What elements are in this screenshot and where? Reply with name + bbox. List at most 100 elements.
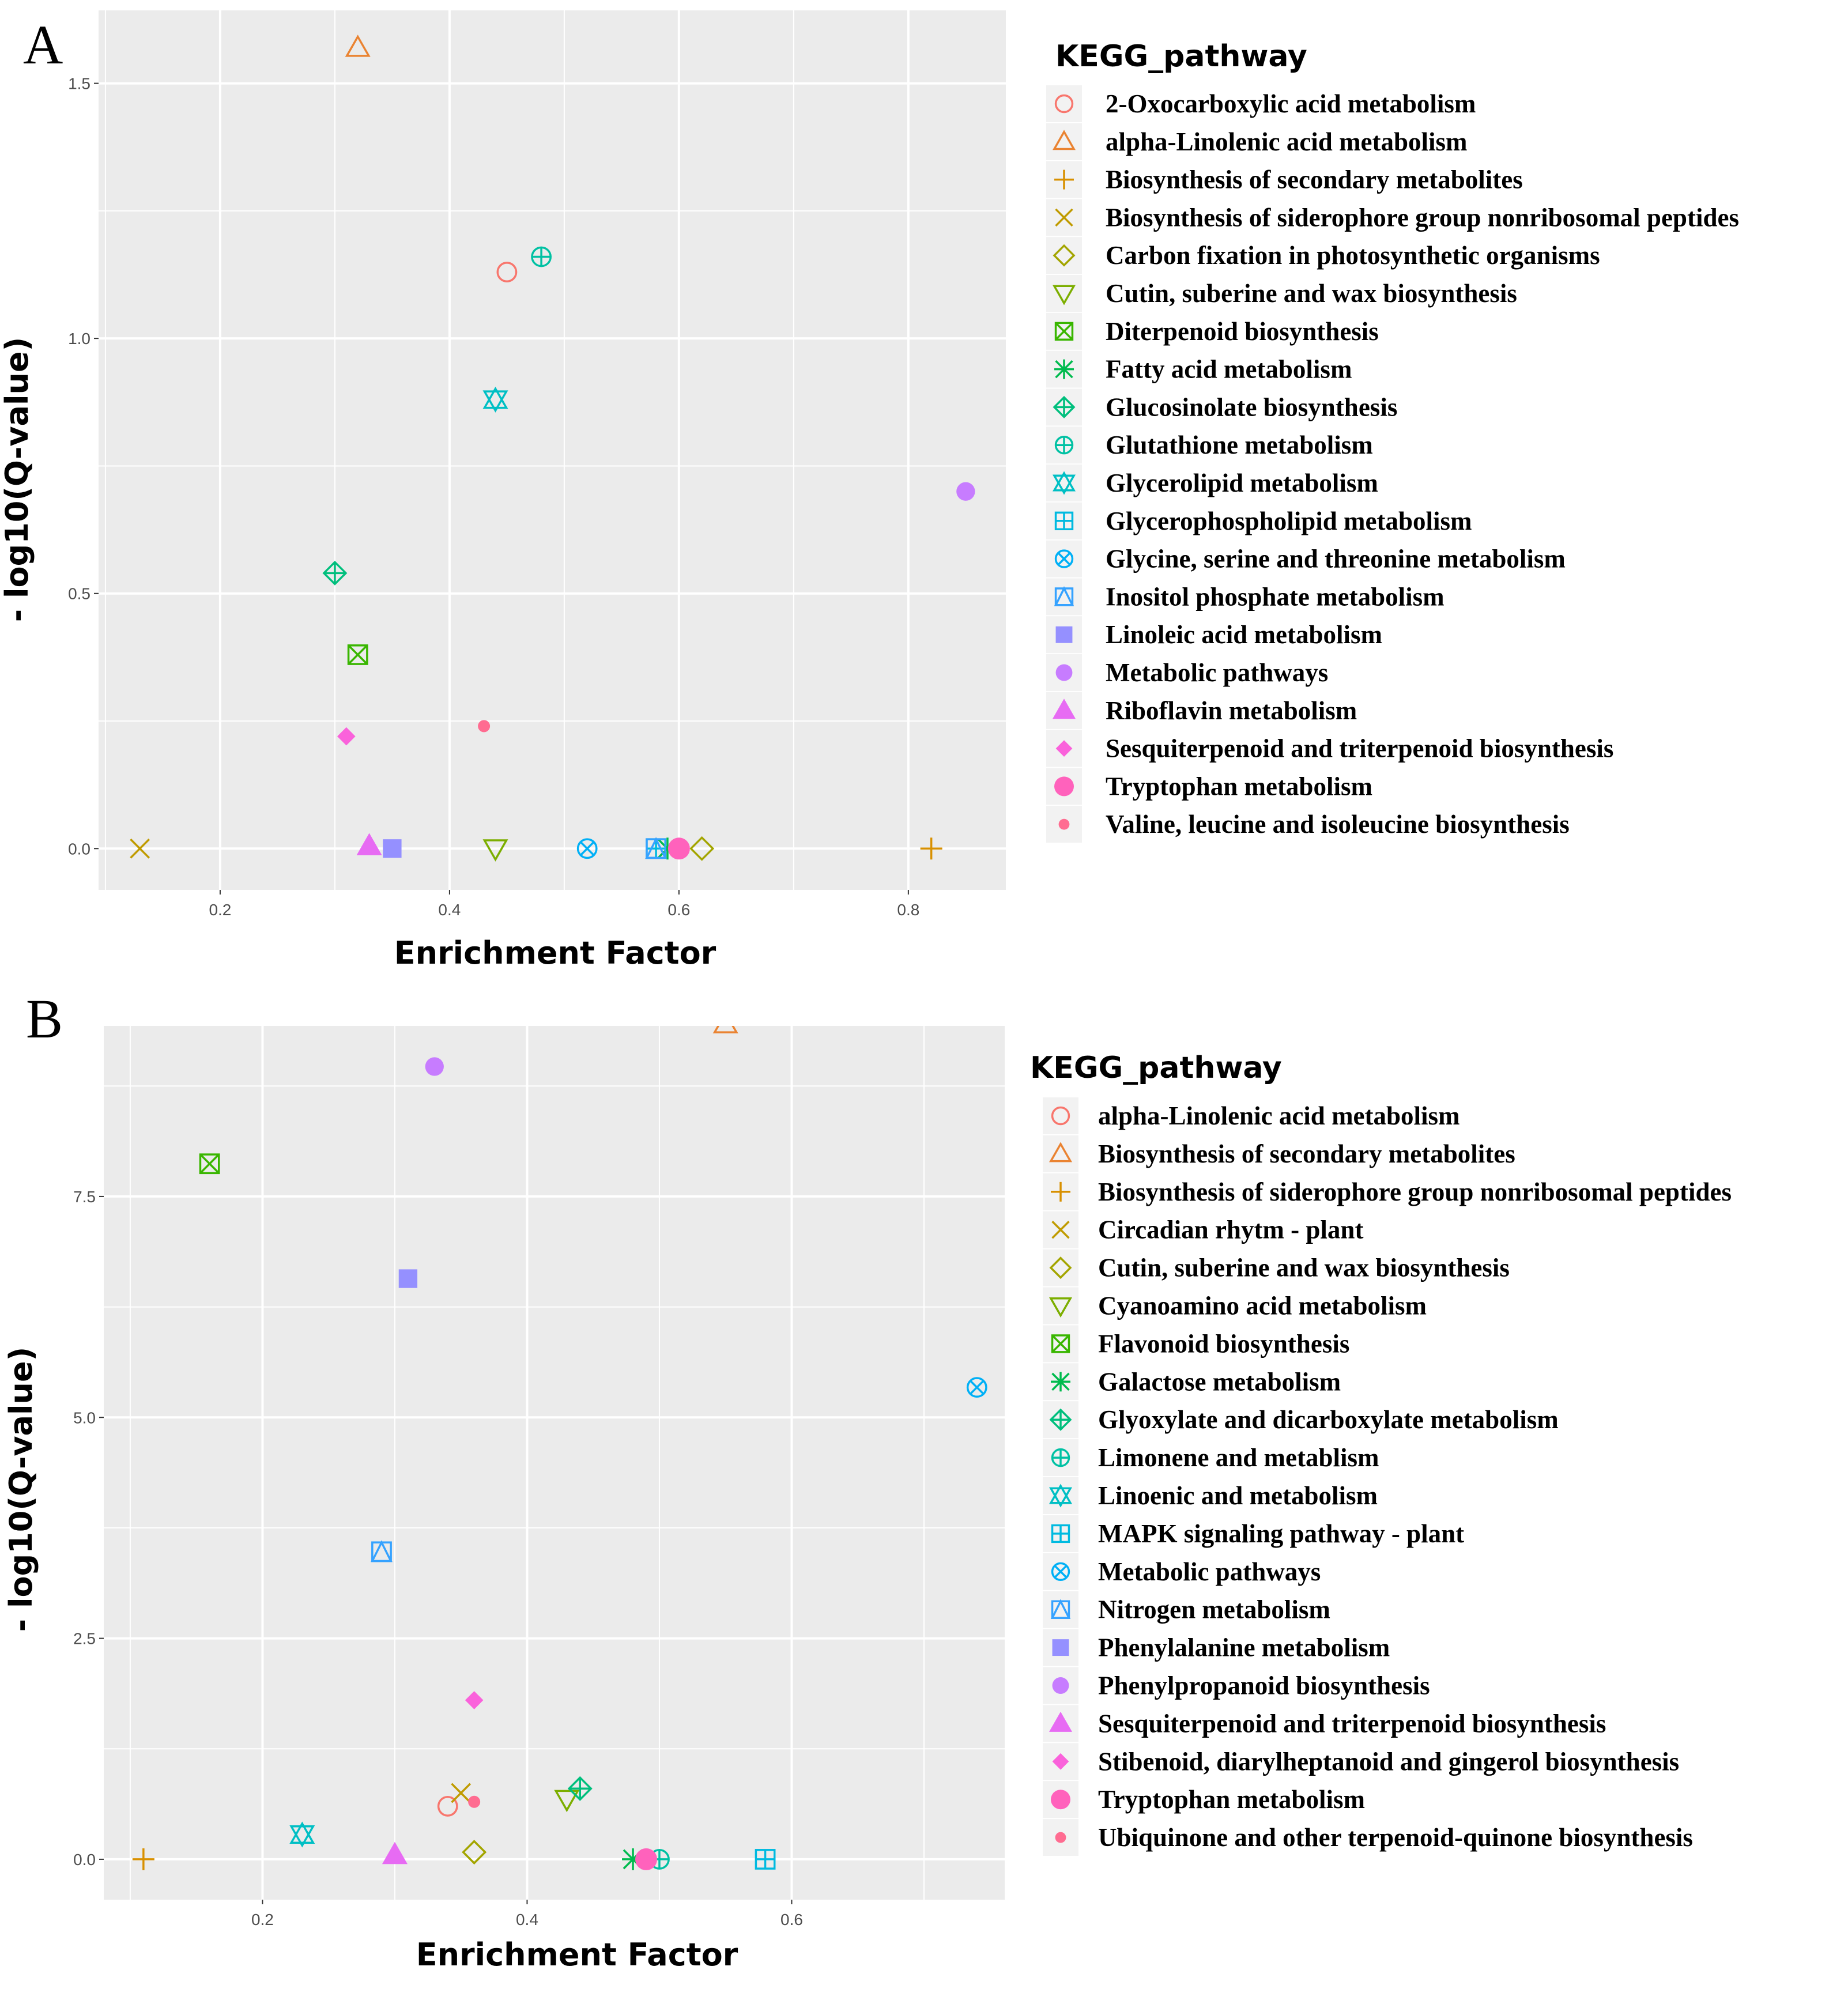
legend-label: Metabolic pathways xyxy=(1098,1557,1321,1586)
x-tick-label: 0.2 xyxy=(209,901,231,919)
legend-symbol-icon xyxy=(1050,1599,1071,1619)
legend-symbol-icon xyxy=(1054,436,1074,455)
legend-symbol-icon xyxy=(1055,740,1073,757)
y-tick-label: 0.5 xyxy=(68,585,90,603)
legend-item: Riboflavin metabolism xyxy=(1046,692,1357,729)
legend-label: Limonene and metablism xyxy=(1098,1443,1379,1472)
data-point xyxy=(468,1795,481,1808)
legend-symbol-icon xyxy=(1054,359,1074,379)
y-tick-label: 0.0 xyxy=(68,840,90,858)
legend-label: Sesquiterpenoid and triterpenoid biosynt… xyxy=(1106,734,1613,763)
legend-label: alpha-Linolenic acid metabolism xyxy=(1106,127,1468,156)
legend-symbol-icon xyxy=(1055,208,1073,227)
legend-label: MAPK signaling pathway - plant xyxy=(1098,1519,1464,1548)
legend-item: Glycerolipid metabolism xyxy=(1046,465,1378,501)
legend-item: Diterpenoid biosynthesis xyxy=(1046,312,1379,350)
legend-symbol-icon xyxy=(1049,1142,1073,1163)
x-tick-label: 0.8 xyxy=(897,901,919,919)
legend-symbol-icon xyxy=(1052,1677,1069,1694)
legend-label: Biosynthesis of siderophore group nonrib… xyxy=(1098,1177,1732,1206)
legend-key xyxy=(1046,85,1082,122)
y-tick-label: 2.5 xyxy=(73,1630,96,1648)
data-point xyxy=(635,1848,658,1870)
legend-item: Glycerophospholipid metabolism xyxy=(1046,502,1472,539)
legend-key xyxy=(1046,123,1082,160)
x-axis-title: Enrichment Factor xyxy=(416,1937,738,1973)
data-point xyxy=(199,1153,220,1175)
legend-item: Glyoxylate and dicarboxylate metabolism xyxy=(1043,1401,1559,1439)
legend-symbol-icon xyxy=(1052,471,1076,495)
data-point xyxy=(755,1849,776,1870)
data-point xyxy=(437,1796,458,1817)
data-point xyxy=(347,644,368,665)
legend-item: Tryptophan metabolism xyxy=(1046,768,1372,805)
plot-background xyxy=(99,10,1006,890)
legend-item: alpha-Linolenic acid metabolism xyxy=(1043,1097,1460,1134)
data-point xyxy=(920,837,942,860)
legend-label: Biosynthesis of secondary metabolites xyxy=(1098,1139,1515,1168)
data-point xyxy=(382,1841,408,1865)
legend-symbol-icon xyxy=(1051,1372,1070,1392)
legend-item: 2-Oxocarboxylic acid metabolism xyxy=(1046,85,1476,122)
data-point xyxy=(398,1269,418,1288)
legend-label: Tryptophan metabolism xyxy=(1098,1785,1365,1814)
y-tick-label: 5.0 xyxy=(73,1409,96,1426)
legend-key xyxy=(1043,1097,1078,1134)
x-axis-title: Enrichment Factor xyxy=(394,935,716,971)
data-point xyxy=(130,838,150,859)
legend-key xyxy=(1046,275,1082,312)
legend-key xyxy=(1043,1135,1078,1172)
legend-symbol-icon xyxy=(1049,1297,1073,1318)
legend-symbol-icon xyxy=(1054,94,1074,114)
legend-key xyxy=(1046,465,1082,501)
legend-label: alpha-Linolenic acid metabolism xyxy=(1098,1101,1460,1130)
legend-item: Cutin, suberine and wax biosynthesis xyxy=(1043,1249,1510,1286)
legend-item: Biosynthesis of secondary metabolites xyxy=(1043,1135,1515,1172)
legend-label: Phenylalanine metabolism xyxy=(1098,1633,1390,1662)
legend-item: Flavonoid biosynthesis xyxy=(1043,1325,1349,1363)
legend-label: Linoleic acid metabolism xyxy=(1106,620,1382,649)
legend: KEGG_pathway alpha-Linolenic acid metabol… xyxy=(1030,1051,1732,1856)
legend-symbol-icon xyxy=(1054,169,1074,190)
panel-label: B xyxy=(26,988,63,1050)
legend-label: Carbon fixation in photosynthetic organi… xyxy=(1106,241,1600,270)
legend-label: Tryptophan metabolism xyxy=(1106,772,1372,801)
legend-label: Circadian rhytm - plant xyxy=(1098,1216,1363,1244)
legend-item: Galactose metabolism xyxy=(1043,1363,1341,1401)
data-point xyxy=(482,839,508,862)
data-point xyxy=(496,262,518,282)
legend-item: Linoenic and metabolism xyxy=(1043,1477,1378,1514)
legend-label: Glucosinolate biosynthesis xyxy=(1106,392,1397,421)
legend-symbol-icon xyxy=(1051,1562,1070,1582)
data-point xyxy=(465,1691,484,1709)
panel-label: A xyxy=(23,14,63,76)
legend-label: Cutin, suberine and wax biosynthesis xyxy=(1106,279,1517,308)
legend-item: Phenylpropanoid biosynthesis xyxy=(1043,1667,1430,1704)
data-point xyxy=(132,1848,154,1870)
legend-item: Ubiquinone and other terpenoid-quinone b… xyxy=(1043,1819,1693,1856)
legend-symbol-icon xyxy=(1051,1790,1070,1810)
y-axis-title: - log10(Q-value) xyxy=(0,337,35,622)
y-tick-label: 1.0 xyxy=(68,330,90,348)
y-tick-label: 0.0 xyxy=(73,1851,96,1869)
legend-symbol-icon xyxy=(1053,395,1076,418)
legend-symbol-icon xyxy=(1052,1753,1069,1770)
data-points xyxy=(132,1026,987,1870)
legend-item: Sesquiterpenoid and triterpenoid biosynt… xyxy=(1046,730,1613,767)
data-point xyxy=(956,482,975,501)
legend-item: Glutathione metabolism xyxy=(1046,427,1373,464)
data-point xyxy=(554,1790,580,1813)
data-point xyxy=(451,1783,472,1803)
legend-item: Carbon fixation in photosynthetic organi… xyxy=(1046,237,1600,274)
data-point xyxy=(531,246,552,267)
legend-item: Sesquiterpenoid and triterpenoid biosynt… xyxy=(1043,1705,1606,1742)
legend-symbol-icon xyxy=(1054,322,1074,341)
legend-title: KEGG_pathway xyxy=(1030,1051,1282,1085)
legend-item: Valine, leucine and isoleucine biosynthe… xyxy=(1046,806,1570,843)
legend-item: Stibenoid, diarylheptanoid and gingerol … xyxy=(1043,1743,1679,1780)
legend-symbol-icon xyxy=(1051,1182,1070,1202)
panel-b: 0.2 0.4 0.6 0.0 2.5 5.0 7.5 B Enrichment Factor -… xyxy=(3,988,1732,1973)
y-tick-label: 7.5 xyxy=(73,1188,96,1206)
legend-symbol-icon xyxy=(1055,664,1073,681)
legend-item: Glucosinolate biosynthesis xyxy=(1046,388,1397,426)
